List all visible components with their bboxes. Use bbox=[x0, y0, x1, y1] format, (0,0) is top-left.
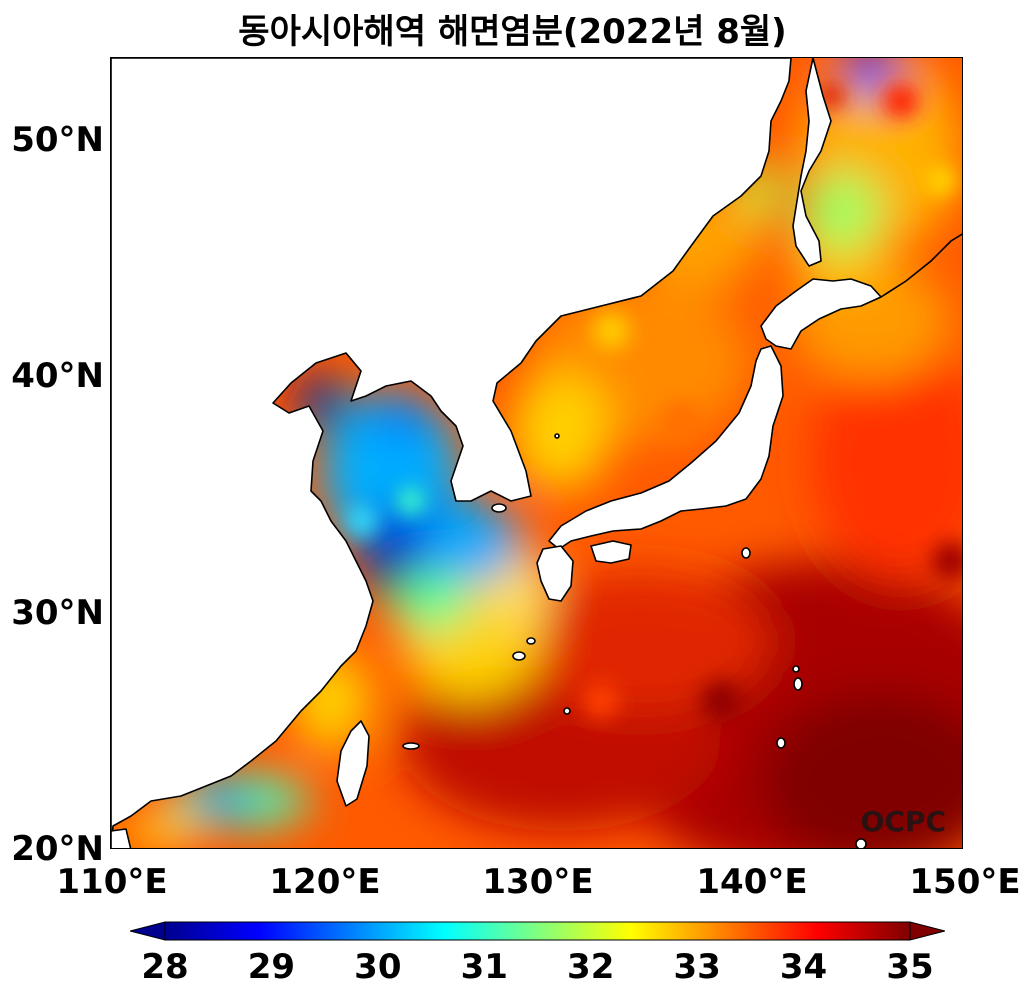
island-izu bbox=[741, 547, 751, 559]
okinawa bbox=[512, 651, 526, 661]
colorbar-tick-31: 31 bbox=[460, 947, 508, 987]
salinity-field bbox=[121, 58, 962, 848]
colorbar-tick-34: 34 bbox=[779, 947, 828, 987]
colorbar-tick-32: 32 bbox=[567, 947, 615, 987]
y-tick-30n: 30°N bbox=[11, 593, 104, 633]
colorbar-extend-high bbox=[909, 921, 946, 941]
mainland-asia bbox=[111, 58, 792, 848]
shikoku bbox=[590, 540, 632, 564]
salinity-texture bbox=[346, 82, 962, 721]
y-tick-20n: 20°N bbox=[11, 829, 104, 869]
island-iwo bbox=[776, 737, 786, 749]
x-tick-130e: 130°E bbox=[482, 862, 594, 902]
island-south bbox=[855, 838, 867, 848]
land-masks bbox=[111, 58, 882, 848]
island-ulleung bbox=[554, 433, 560, 439]
hokkaido bbox=[760, 278, 882, 350]
colorbar-tick-33: 33 bbox=[673, 947, 721, 987]
x-tick-140e: 140°E bbox=[696, 862, 808, 902]
taiwan bbox=[336, 720, 370, 807]
island-amami bbox=[526, 637, 536, 645]
salinity-map: OCPC bbox=[110, 57, 963, 849]
map-title: 동아시아해역 해면염분(2022년 8월) bbox=[238, 12, 787, 52]
colorbar-tick-29: 29 bbox=[247, 947, 296, 987]
kuril-islands bbox=[880, 233, 962, 298]
credit-label: OCPC bbox=[860, 805, 946, 838]
colorbar-tick-28: 28 bbox=[141, 947, 189, 987]
island-okino bbox=[792, 665, 800, 673]
x-tick-120e: 120°E bbox=[269, 862, 381, 902]
y-tick-40n: 40°N bbox=[11, 356, 104, 396]
colorbar-tick-30: 30 bbox=[354, 947, 402, 987]
x-tick-110e: 110°E bbox=[56, 862, 168, 902]
sakhalin bbox=[792, 58, 832, 267]
colorbar-ramp bbox=[164, 921, 911, 941]
island-daito bbox=[563, 707, 571, 715]
colorbar bbox=[129, 920, 946, 942]
x-tick-150e: 150°E bbox=[909, 862, 1021, 902]
y-tick-50n: 50°N bbox=[11, 120, 104, 160]
honshu bbox=[548, 345, 784, 550]
hainan bbox=[111, 828, 132, 848]
island-minami bbox=[793, 677, 803, 691]
colorbar-extend-low bbox=[129, 921, 166, 941]
kyushu bbox=[536, 545, 574, 602]
salinity-map-svg bbox=[111, 58, 962, 848]
island-ishigaki bbox=[402, 742, 420, 750]
jeju bbox=[491, 503, 507, 513]
colorbar-tick-35: 35 bbox=[886, 947, 934, 987]
colorbar-svg bbox=[129, 921, 946, 941]
